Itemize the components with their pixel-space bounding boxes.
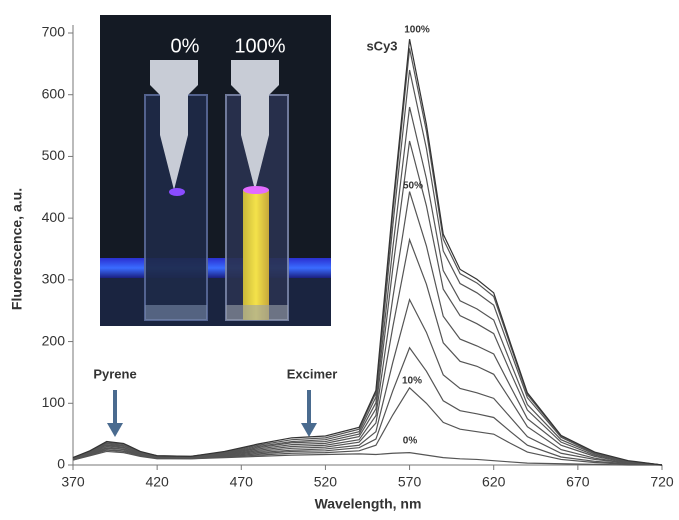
x-tick-label: 370	[61, 474, 85, 490]
annotation: Pyrene	[93, 366, 136, 381]
annotation: 0%	[403, 436, 418, 447]
annotation: 100%	[404, 25, 430, 36]
x-tick-label: 520	[314, 474, 338, 490]
y-tick-label: 400	[42, 209, 66, 225]
spectrum-line	[72, 237, 663, 466]
inset-label: 100%	[234, 35, 285, 57]
x-tick-label: 720	[650, 474, 674, 490]
x-axis-title: Wavelength, nm	[315, 496, 422, 512]
y-tick-label: 100	[42, 394, 66, 410]
y-tick-label: 200	[42, 332, 66, 348]
annotation: 50%	[403, 181, 423, 192]
y-axis-title: Fluorescence, a.u.	[9, 188, 25, 310]
x-tick-label: 670	[566, 474, 590, 490]
annotation: 10%	[402, 376, 422, 387]
y-tick-label: 500	[42, 147, 66, 163]
y-tick-label: 300	[42, 271, 66, 287]
x-tick-label: 570	[398, 474, 422, 490]
y-tick-label: 0	[57, 456, 65, 472]
y-tick-label: 600	[42, 85, 66, 101]
annotation: Excimer	[287, 366, 338, 381]
x-tick-label: 470	[230, 474, 254, 490]
annotation: sCy3	[366, 38, 397, 53]
spectrum-line	[72, 69, 663, 466]
y-tick-label: 700	[42, 24, 66, 40]
spectrum-line	[72, 39, 663, 466]
inset-photo	[100, 15, 331, 326]
arrow-head	[301, 423, 317, 437]
inset-label: 0%	[171, 35, 200, 57]
spectrum-line	[72, 140, 663, 466]
x-tick-label: 620	[482, 474, 506, 490]
arrow-head	[107, 423, 123, 437]
spectrum-line	[72, 450, 662, 466]
x-tick-label: 420	[145, 474, 169, 490]
